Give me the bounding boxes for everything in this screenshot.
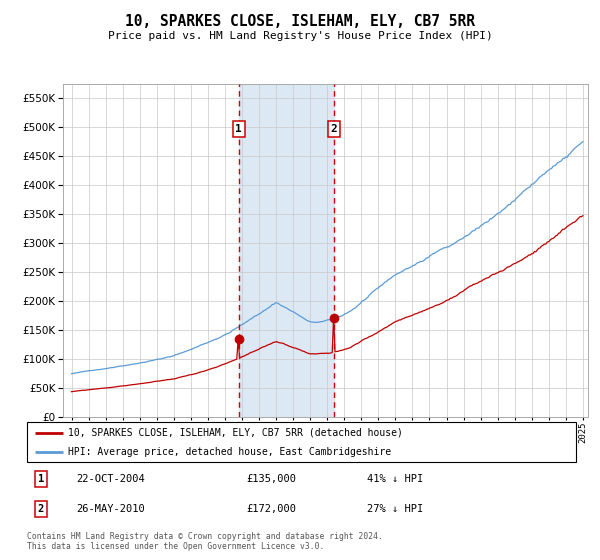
- Text: 27% ↓ HPI: 27% ↓ HPI: [367, 504, 424, 514]
- Text: 10, SPARKES CLOSE, ISLEHAM, ELY, CB7 5RR: 10, SPARKES CLOSE, ISLEHAM, ELY, CB7 5RR: [125, 14, 475, 29]
- FancyBboxPatch shape: [27, 422, 576, 462]
- Text: 10, SPARKES CLOSE, ISLEHAM, ELY, CB7 5RR (detached house): 10, SPARKES CLOSE, ISLEHAM, ELY, CB7 5RR…: [68, 428, 403, 437]
- Text: 1: 1: [38, 474, 44, 484]
- Text: 22-OCT-2004: 22-OCT-2004: [76, 474, 145, 484]
- Text: HPI: Average price, detached house, East Cambridgeshire: HPI: Average price, detached house, East…: [68, 447, 391, 457]
- Text: £172,000: £172,000: [247, 504, 296, 514]
- Text: Contains HM Land Registry data © Crown copyright and database right 2024.
This d: Contains HM Land Registry data © Crown c…: [27, 532, 383, 552]
- Text: 41% ↓ HPI: 41% ↓ HPI: [367, 474, 424, 484]
- Text: £135,000: £135,000: [247, 474, 296, 484]
- Text: 1: 1: [235, 124, 242, 134]
- Text: 26-MAY-2010: 26-MAY-2010: [76, 504, 145, 514]
- Text: Price paid vs. HM Land Registry's House Price Index (HPI): Price paid vs. HM Land Registry's House …: [107, 31, 493, 41]
- Text: 2: 2: [38, 504, 44, 514]
- Text: 2: 2: [331, 124, 337, 134]
- Bar: [239, 84, 334, 417]
